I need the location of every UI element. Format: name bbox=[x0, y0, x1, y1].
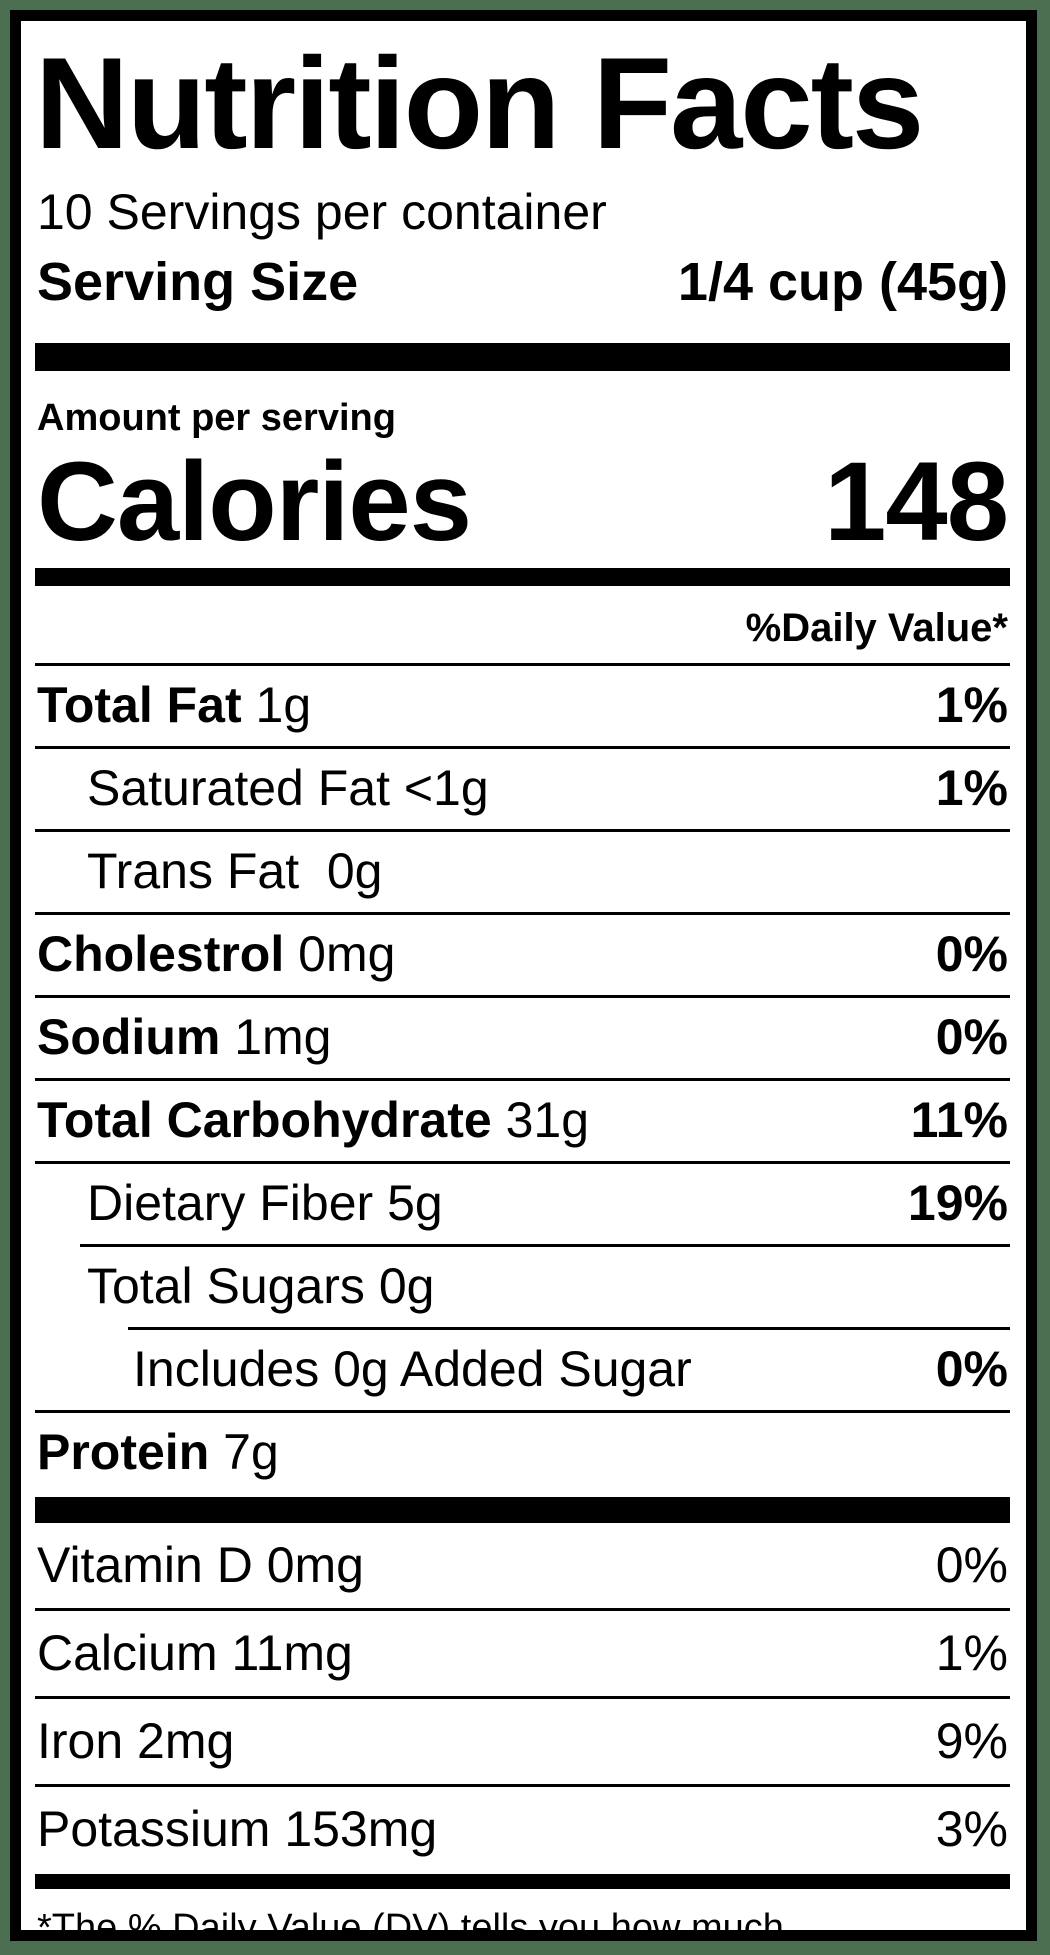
nutrient-name: Includes 0g Added Sugar bbox=[133, 1341, 692, 1398]
nutrient-row: Protein 7g bbox=[35, 1410, 1010, 1493]
nutrient-row: Total Carbohydrate 31g 11% bbox=[35, 1078, 1010, 1161]
nutrient-daily-value: 1% bbox=[935, 677, 1008, 734]
nutrient-row: Total Fat 1g 1% bbox=[35, 663, 1010, 746]
nutrient-daily-value: 0% bbox=[935, 926, 1008, 983]
section-bar-top bbox=[35, 343, 1010, 372]
micronutrient-name: Iron 2mg bbox=[37, 1713, 235, 1770]
nutrient-name: Total Fat 1g bbox=[37, 677, 312, 734]
nutrient-name: Total Sugars 0g bbox=[87, 1258, 435, 1315]
nutrient-name: Trans Fat 0g bbox=[87, 843, 383, 900]
calories-row: Calories 148 bbox=[37, 439, 1009, 565]
nutrient-row: Total Sugars 0g bbox=[80, 1244, 1010, 1327]
serving-size-value: 1/4 cup (45g) bbox=[677, 252, 1008, 313]
section-bar-footnote bbox=[35, 1874, 1010, 1890]
nutrient-daily-value: 0% bbox=[935, 1009, 1008, 1066]
micronutrient-row: Vitamin D 0mg 0% bbox=[35, 1523, 1010, 1608]
nutrient-row: Dietary Fiber 5g 19% bbox=[35, 1161, 1010, 1244]
nutrient-daily-value: 0% bbox=[935, 1341, 1008, 1398]
nutrient-daily-value: 19% bbox=[907, 1175, 1008, 1232]
calories-label: Calories bbox=[37, 439, 472, 565]
micronutrient-name: Vitamin D 0mg bbox=[37, 1537, 364, 1594]
nutrient-row: Includes 0g Added Sugar 0% bbox=[128, 1327, 1010, 1410]
label-title: Nutrition Facts bbox=[35, 30, 924, 176]
section-bar-calories bbox=[35, 568, 1010, 587]
calories-value: 148 bbox=[824, 439, 1009, 565]
nutrient-rows: Total Fat 1g 1% Saturated Fat <1g 1% Trans F… bbox=[35, 663, 1010, 1493]
amount-per-serving: Amount per serving bbox=[37, 397, 396, 440]
nutrient-row: Saturated Fat <1g 1% bbox=[35, 746, 1010, 829]
serving-size-label: Serving Size bbox=[37, 252, 359, 313]
section-bar-micronutrients bbox=[35, 1497, 1010, 1524]
nutrient-name: Protein 7g bbox=[37, 1424, 279, 1481]
micronutrient-daily-value: 0% bbox=[935, 1537, 1008, 1594]
nutrition-label: Nutrition Facts 10 Servings per containe… bbox=[10, 10, 1037, 1941]
micronutrient-row: Calcium 11mg 1% bbox=[35, 1608, 1010, 1696]
serving-size-row: Serving Size 1/4 cup (45g) bbox=[37, 251, 1008, 313]
micronutrient-rows: Vitamin D 0mg 0% Calcium 11mg 1% Iron 2mg 9% P… bbox=[35, 1523, 1010, 1872]
nutrient-name: Saturated Fat <1g bbox=[87, 760, 489, 817]
footnote: *The % Daily Value (DV) tells you how mu… bbox=[35, 1889, 1010, 1941]
nutrient-name: Dietary Fiber 5g bbox=[87, 1175, 443, 1232]
nutrient-name: Sodium 1mg bbox=[37, 1009, 332, 1066]
nutrient-row: Trans Fat 0g bbox=[35, 829, 1010, 912]
micronutrient-daily-value: 1% bbox=[935, 1625, 1008, 1682]
micronutrient-row: Potassium 153mg 3% bbox=[35, 1784, 1010, 1872]
micronutrient-name: Potassium 153mg bbox=[37, 1801, 438, 1858]
micronutrient-daily-value: 3% bbox=[935, 1801, 1008, 1858]
nutrient-daily-value: 11% bbox=[910, 1092, 1008, 1149]
nutrient-daily-value: 1% bbox=[935, 760, 1008, 817]
micronutrient-daily-value: 9% bbox=[935, 1713, 1008, 1770]
nutrient-row: Cholestrol 0mg 0% bbox=[35, 912, 1010, 995]
daily-value-header: %Daily Value* bbox=[745, 606, 1008, 651]
footnote-line: *The % Daily Value (DV) tells you how mu… bbox=[37, 1907, 784, 1941]
nutrient-name: Cholestrol 0mg bbox=[37, 926, 396, 983]
micronutrient-name: Calcium 11mg bbox=[37, 1625, 353, 1682]
nutrient-row: Sodium 1mg 0% bbox=[35, 995, 1010, 1078]
servings-per-container: 10 Servings per container bbox=[37, 183, 607, 240]
micronutrient-row: Iron 2mg 9% bbox=[35, 1696, 1010, 1784]
nutrient-name: Total Carbohydrate 31g bbox=[37, 1092, 590, 1149]
